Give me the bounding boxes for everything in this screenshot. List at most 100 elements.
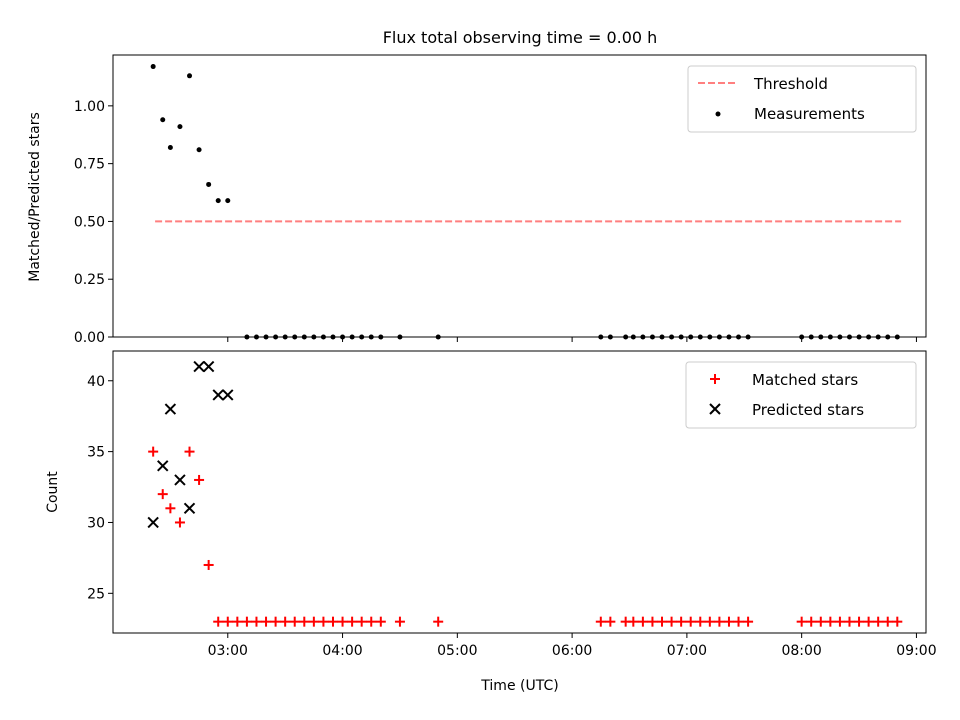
predicted-stars-point — [174, 474, 186, 486]
matched-stars-point — [327, 616, 338, 627]
matched-stars-point — [815, 616, 826, 627]
measurement-point — [206, 181, 212, 187]
predicted-stars-point — [164, 403, 177, 415]
x-tick-label: 05:00 — [437, 643, 477, 659]
matched-stars-point — [685, 616, 696, 627]
matched-stars-point — [723, 616, 734, 627]
y-tick-label: 30 — [87, 515, 105, 531]
legend-matched-swatch — [710, 374, 720, 384]
y-tick-label: 0.50 — [74, 214, 105, 230]
matched-stars-point — [595, 616, 606, 627]
x-tick-label: 04:00 — [322, 643, 362, 659]
x-tick-label: 09:00 — [896, 643, 936, 659]
chart-title: Flux total observing time = 0.00 h — [383, 28, 658, 47]
predicted-stars-point — [193, 360, 205, 373]
legend-predicted-swatch — [709, 403, 721, 415]
matched-stars-point — [628, 616, 639, 627]
matched-stars-point — [251, 616, 262, 627]
matched-stars-point — [834, 616, 845, 627]
ratio-legend: Threshold Measurements — [687, 65, 917, 133]
legend-measurements-swatch — [715, 111, 721, 117]
matched-stars-point — [366, 616, 377, 627]
measurement-point — [167, 144, 173, 150]
matched-stars-point — [157, 489, 168, 500]
y-tick-label: 35 — [87, 445, 105, 461]
matched-stars-point — [873, 616, 884, 627]
legend-threshold-label: Threshold — [753, 75, 828, 93]
matched-stars-point — [733, 616, 744, 627]
legend-measurements-label: Measurements — [754, 105, 865, 123]
ratio-panel: Flux total observing time = 0.00 h Match… — [27, 28, 927, 346]
legend-matched-label: Matched stars — [752, 371, 858, 389]
matched-stars-point — [394, 616, 405, 627]
count-plot-frame — [112, 350, 927, 634]
matched-stars-point — [637, 616, 648, 627]
matched-stars-point — [844, 616, 855, 627]
matched-stars-point — [299, 616, 310, 627]
matched-stars-point — [165, 503, 176, 514]
x-tick-label: 06:00 — [552, 643, 592, 659]
matched-stars-point — [174, 517, 185, 528]
count-legend: Matched stars Predicted stars — [685, 361, 917, 429]
matched-stars-point — [714, 616, 725, 627]
matched-stars-point — [666, 616, 677, 627]
predicted-stars-point — [212, 389, 224, 401]
x-tick-label: 07:00 — [667, 643, 707, 659]
matched-stars-point — [356, 616, 367, 627]
legend-box — [685, 361, 917, 429]
matched-stars-point — [270, 616, 281, 627]
predicted-stars-point — [147, 516, 159, 529]
matched-stars-point — [882, 616, 893, 627]
y-axis-label-count: Count — [45, 471, 61, 513]
matched-stars-point — [796, 616, 807, 627]
matched-stars-point — [863, 616, 874, 627]
predicted-stars-point — [183, 502, 196, 515]
matched-stars-point — [695, 616, 706, 627]
matched-stars-point — [280, 616, 291, 627]
measurement-point — [187, 73, 193, 79]
matched-stars-point — [605, 616, 616, 627]
x-tick-label: 08:00 — [781, 643, 821, 659]
matched-stars-point — [704, 616, 715, 627]
matched-stars-point — [825, 616, 836, 627]
matched-stars-point — [743, 616, 754, 627]
y-tick-label: 0.25 — [74, 272, 105, 288]
y-tick-label: 1.00 — [74, 99, 105, 115]
matched-stars-point — [676, 616, 687, 627]
predicted-stars-point — [222, 389, 234, 401]
y-tick-label: 0.75 — [74, 157, 105, 173]
predicted-stars-point — [157, 460, 169, 472]
matched-stars-point — [892, 616, 903, 627]
matched-stars-point — [806, 616, 817, 627]
measurement-point — [215, 198, 221, 204]
measurement-point — [177, 124, 183, 130]
matched-stars-point — [289, 616, 300, 627]
legend-predicted-label: Predicted stars — [752, 401, 864, 419]
matched-stars-point — [241, 616, 252, 627]
matched-stars-point — [184, 446, 195, 457]
legend-box — [687, 65, 917, 133]
matched-stars-point — [261, 616, 272, 627]
matched-stars-point — [232, 616, 243, 627]
measurement-point — [150, 64, 156, 70]
x-axis-label: Time (UTC) — [480, 678, 558, 694]
x-tick-label: 03:00 — [208, 643, 248, 659]
y-tick-label: 40 — [87, 374, 105, 390]
measurement-point — [160, 117, 166, 123]
measurement-point — [225, 198, 231, 204]
matched-stars-point — [318, 616, 329, 627]
y-tick-label: 0.00 — [74, 330, 105, 346]
matched-stars-point — [213, 616, 224, 627]
matched-stars-point — [148, 446, 159, 457]
matched-stars-point — [222, 616, 233, 627]
measurement-point — [196, 147, 202, 153]
matched-stars-point — [194, 474, 205, 485]
matched-stars-point — [337, 616, 348, 627]
matched-stars-point — [647, 616, 658, 627]
predicted-stars-point — [202, 360, 215, 373]
matched-stars-point — [854, 616, 865, 627]
matched-stars-point — [203, 559, 214, 570]
matched-stars-point — [433, 616, 444, 627]
matched-stars-point — [657, 616, 668, 627]
